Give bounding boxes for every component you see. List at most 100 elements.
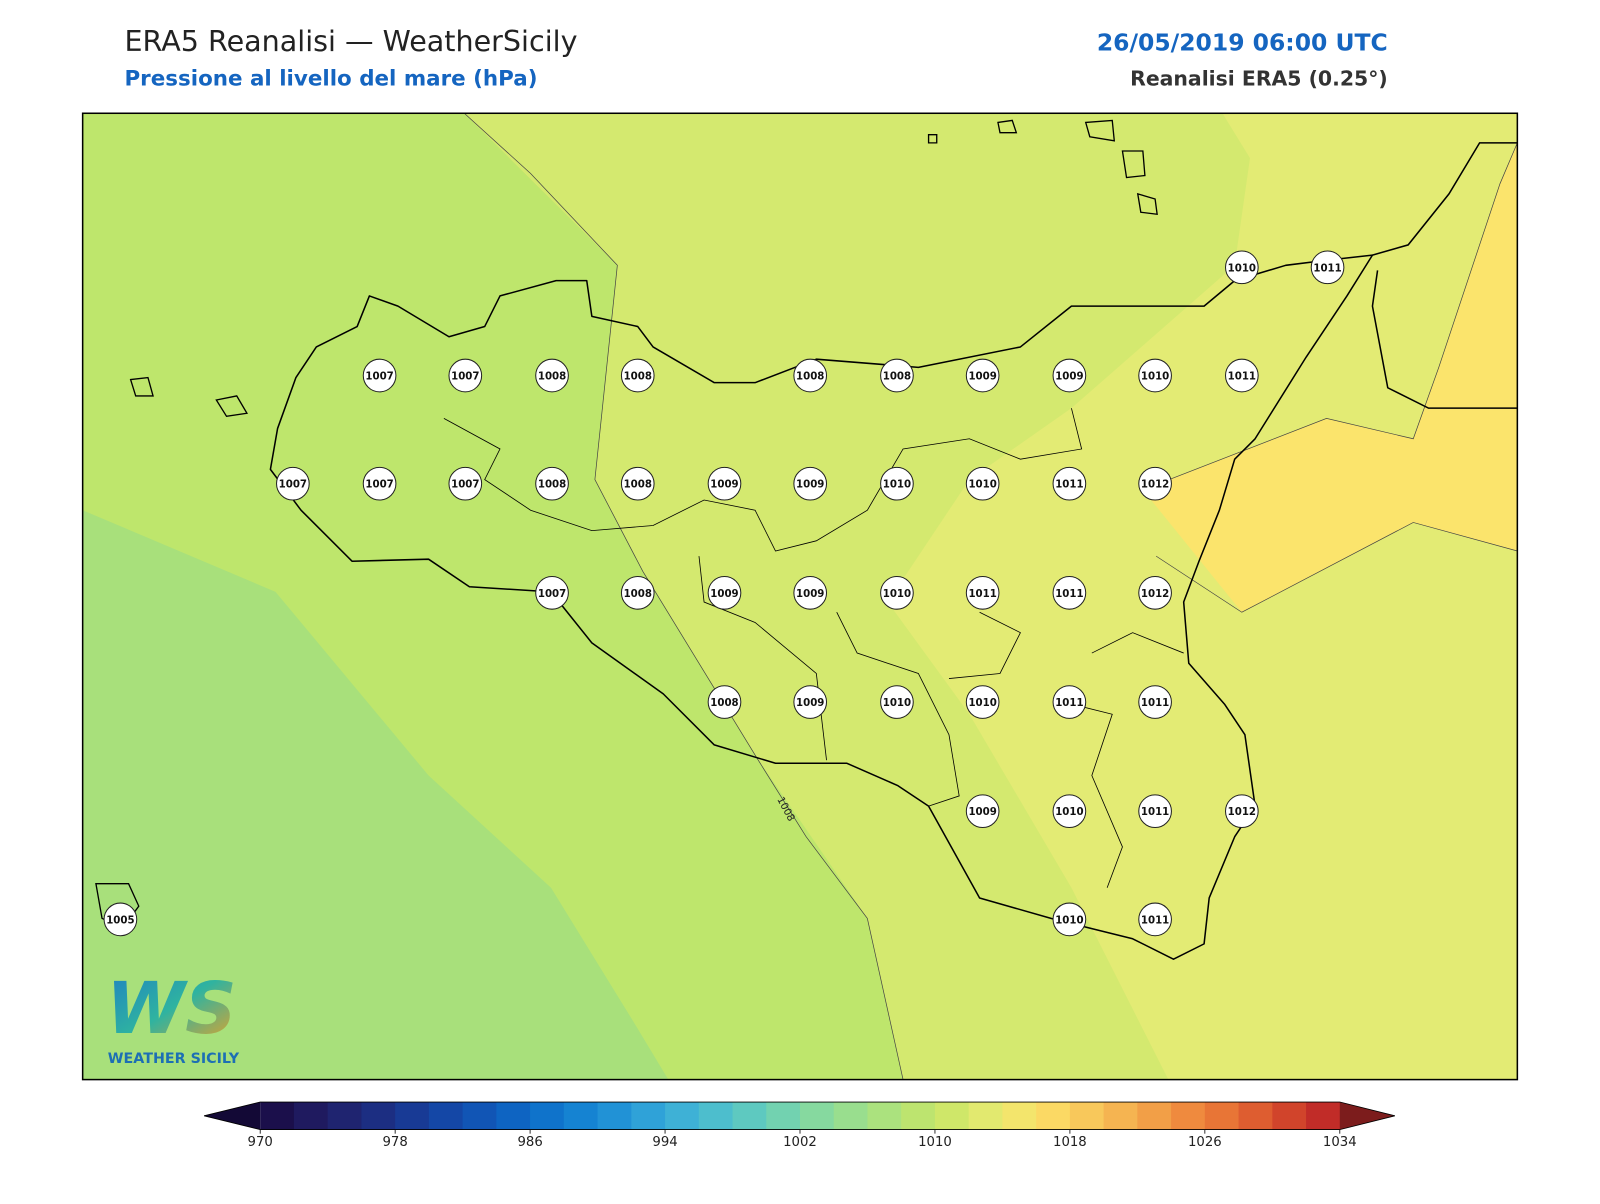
station-value: 1011 — [1055, 698, 1083, 709]
station-marker — [880, 576, 914, 610]
colorbar-bin — [732, 1102, 767, 1130]
logo-name: WEATHER SICILY — [108, 1051, 240, 1067]
station-value: 1011 — [1055, 480, 1083, 491]
station-value: 1012 — [1228, 807, 1256, 818]
station-marker — [880, 358, 914, 393]
colorbar-bin — [1204, 1102, 1240, 1130]
colorbar-bin — [293, 1102, 329, 1130]
colorbar-bin — [563, 1102, 599, 1130]
map-area: 1008 1010 1011 1007 1007 1008 1008 1008 1008 100… — [82, 113, 1518, 1080]
station-value: 1007 — [451, 372, 479, 383]
subtitle: Pressione al livello del mare (hPa) — [124, 67, 537, 92]
station-value: 1010 — [968, 698, 996, 709]
zone — [887, 113, 1518, 1080]
station-marker — [620, 466, 655, 501]
station-marker — [793, 358, 828, 393]
colorbar-bin — [800, 1102, 835, 1130]
source: Reanalisi ERA5 (0.25°) — [1130, 67, 1388, 91]
station-value: 1008 — [796, 372, 824, 383]
map-frame — [81, 112, 1519, 1081]
station-marker — [1138, 685, 1172, 719]
colorbar-bin — [1103, 1102, 1138, 1130]
station-marker — [1052, 358, 1087, 393]
station-marker — [1310, 250, 1345, 285]
station-marker — [1138, 902, 1172, 937]
colorbar-bin — [1238, 1102, 1273, 1130]
station-marker — [276, 466, 310, 501]
station-marker — [1138, 576, 1172, 610]
station-value: 1009 — [796, 589, 824, 600]
station-value: 1007 — [538, 589, 566, 600]
station-marker — [620, 358, 655, 393]
colorbar-bin — [530, 1102, 565, 1130]
station-value: 1010 — [883, 480, 911, 491]
station-value: 1008 — [624, 480, 652, 491]
colorbar-tick-label: 1010 — [918, 1135, 952, 1150]
colorbar-under — [204, 1102, 261, 1130]
colorbar-tick-label: 970 — [248, 1135, 273, 1150]
station-marker — [1052, 466, 1087, 501]
station-marker — [1138, 794, 1172, 829]
station-value: 1010 — [1055, 915, 1083, 926]
coastline — [269, 254, 1374, 960]
province-border — [443, 408, 1184, 888]
station-value: 1009 — [796, 698, 824, 709]
station-value: 1010 — [1228, 263, 1256, 274]
zone — [82, 510, 669, 1080]
station-value: 1009 — [710, 480, 738, 491]
station-marker — [448, 466, 483, 501]
station-marker — [1138, 358, 1172, 393]
colorbar-bin — [395, 1102, 430, 1130]
station-value: 1012 — [1141, 480, 1169, 491]
colorbar-bin — [260, 1102, 295, 1130]
station-marker — [880, 685, 914, 719]
station-value: 1011 — [1055, 589, 1083, 600]
logo-mark: WS — [106, 967, 236, 1050]
station-marker — [965, 685, 1000, 719]
station-value: 1008 — [538, 372, 566, 383]
station-value: 1011 — [1141, 698, 1169, 709]
station-value: 1009 — [710, 589, 738, 600]
station-marker — [1225, 358, 1259, 393]
station-marker — [1052, 794, 1087, 829]
station-marker — [362, 358, 397, 393]
station-value: 1011 — [1141, 915, 1169, 926]
colorbar-bin — [361, 1102, 396, 1130]
colorbar-bin — [665, 1102, 700, 1130]
datetime: 26/05/2019 06:00 UTC — [1097, 28, 1388, 56]
station-marker — [1225, 794, 1259, 829]
colorbar-bin — [1171, 1102, 1206, 1130]
colorbar-bin — [1137, 1102, 1172, 1130]
station-marker — [535, 466, 569, 501]
colorbar-bin — [327, 1102, 362, 1130]
colorbar-bin — [766, 1102, 801, 1130]
station-value: 1010 — [968, 480, 996, 491]
station-value: 1008 — [538, 480, 566, 491]
station-value: 1010 — [1141, 372, 1169, 383]
station-value: 1010 — [883, 589, 911, 600]
zone — [1142, 142, 1518, 613]
station-value: 1011 — [968, 589, 996, 600]
station-marker — [965, 358, 1000, 393]
colorbar-tick-label: 978 — [383, 1135, 408, 1150]
station-marker — [1138, 466, 1172, 501]
station-value: 1010 — [1055, 807, 1083, 818]
colorbar-bin — [1002, 1102, 1037, 1130]
station-value: 1007 — [365, 480, 393, 491]
contour-line — [1155, 522, 1518, 613]
station-value: 1008 — [710, 698, 738, 709]
station-value: 1011 — [1228, 372, 1256, 383]
colorbar-bin — [867, 1102, 902, 1130]
station-marker — [793, 685, 828, 719]
station-value: 1007 — [365, 372, 393, 383]
station-value: 1008 — [624, 589, 652, 600]
station-marker — [793, 576, 828, 610]
colorbar-bin — [1272, 1102, 1307, 1130]
station-marker — [707, 576, 742, 610]
colorbar-bin — [597, 1102, 632, 1130]
colorbar-bin — [428, 1102, 464, 1130]
colorbar-tick-label: 1026 — [1188, 1135, 1222, 1150]
station-marker — [965, 576, 1000, 610]
colorbar-tick-label: 1002 — [783, 1135, 817, 1150]
